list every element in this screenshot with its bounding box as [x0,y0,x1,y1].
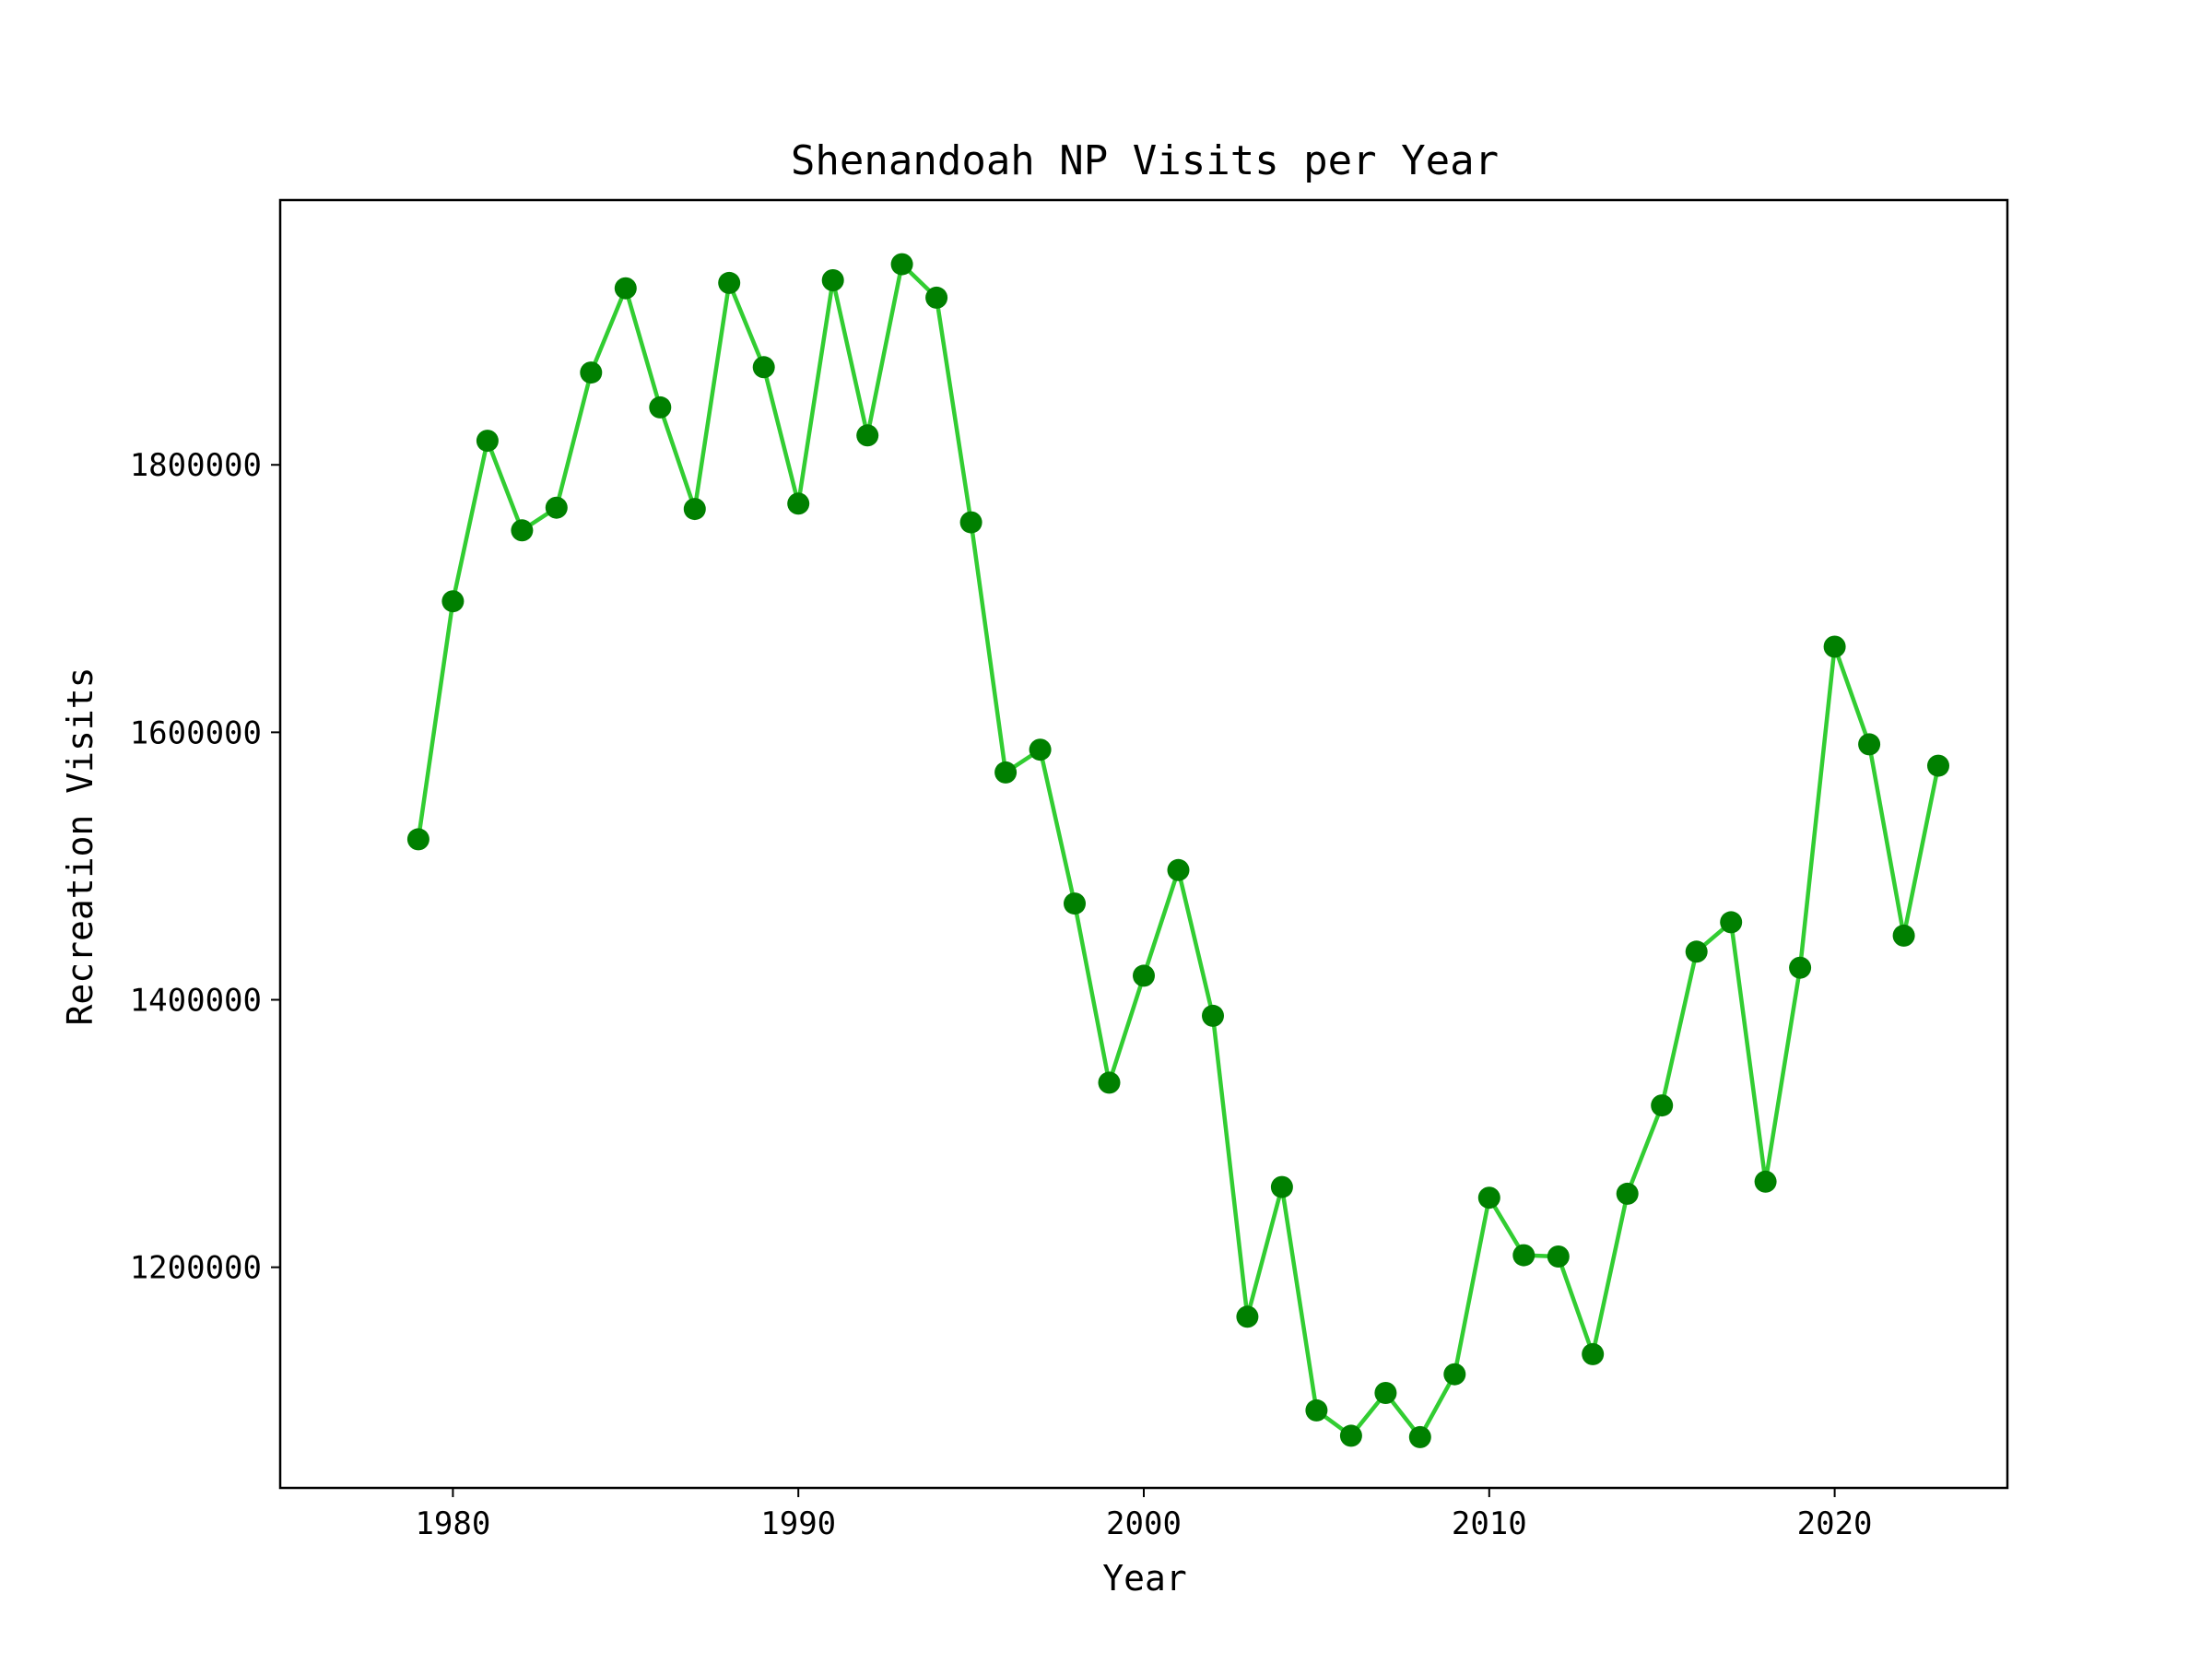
data-point-2004 [1270,1175,1293,1198]
x-axis-label: Year [1102,1558,1187,1599]
data-point-2006 [1339,1424,1362,1447]
data-point-1991 [821,269,844,291]
data-point-2023 [1927,754,1949,777]
data-point-2005 [1305,1398,1328,1422]
data-point-2000 [1133,964,1155,987]
y-tick-label: 1400000 [130,983,262,1020]
data-point-2007 [1374,1382,1397,1404]
data-point-1986 [649,395,672,419]
data-point-2013 [1582,1342,1605,1365]
data-point-1990 [787,492,810,515]
y-tick-label: 1200000 [130,1250,262,1287]
x-tick-label: 2000 [1106,1505,1182,1542]
data-point-2010 [1477,1186,1500,1210]
data-point-2011 [1512,1244,1535,1267]
data-point-1981 [476,430,499,453]
data-point-1989 [752,356,775,379]
data-point-1982 [511,519,534,542]
y-tick-label: 1800000 [130,447,262,484]
x-tick-label: 1980 [415,1505,490,1542]
data-point-2003 [1236,1305,1259,1328]
x-tick-label: 2010 [1452,1505,1527,1542]
y-axis-label: Recreation Visits [60,667,100,1026]
data-point-2021 [1858,733,1881,756]
data-point-2018 [1754,1170,1777,1193]
series-line [416,262,1941,1440]
data-point-1997 [1029,738,1052,761]
data-point-1993 [890,253,913,276]
data-point-1992 [856,424,879,447]
data-point-1995 [959,511,982,534]
data-point-1985 [614,277,637,300]
data-point-1998 [1064,892,1086,915]
data-point-1999 [1098,1071,1121,1094]
x-axis: 1980 1990 2000 2010 2020 [415,1488,1873,1542]
y-axis: 1200000 1400000 1600000 1800000 [130,447,280,1287]
data-point-2008 [1408,1425,1431,1448]
data-point-1979 [406,828,429,851]
data-point-2015 [1651,1094,1674,1117]
data-point-2016 [1685,940,1708,963]
data-point-2014 [1616,1182,1639,1205]
x-tick-label: 2020 [1797,1505,1873,1542]
data-point-2017 [1720,911,1743,934]
data-point-1994 [925,286,948,309]
data-point-1996 [994,761,1018,784]
data-point-2009 [1443,1363,1466,1386]
data-point-1984 [580,361,603,384]
plot-frame [278,198,2009,1490]
data-point-1987 [683,498,706,521]
data-point-1980 [441,590,465,613]
plot-area [406,253,1949,1448]
data-point-1988 [718,271,741,294]
x-tick-label: 1990 [760,1505,836,1542]
data-point-2019 [1789,956,1812,979]
data-point-2002 [1202,1004,1224,1027]
data-point-2020 [1823,635,1846,658]
data-point-2001 [1167,858,1190,881]
data-point-1983 [545,496,568,519]
data-point-2022 [1892,924,1915,947]
chart-title: Shenandoah NP Visits per Year [791,137,1499,184]
data-point-2012 [1547,1245,1570,1268]
y-tick-label: 1600000 [130,714,262,751]
